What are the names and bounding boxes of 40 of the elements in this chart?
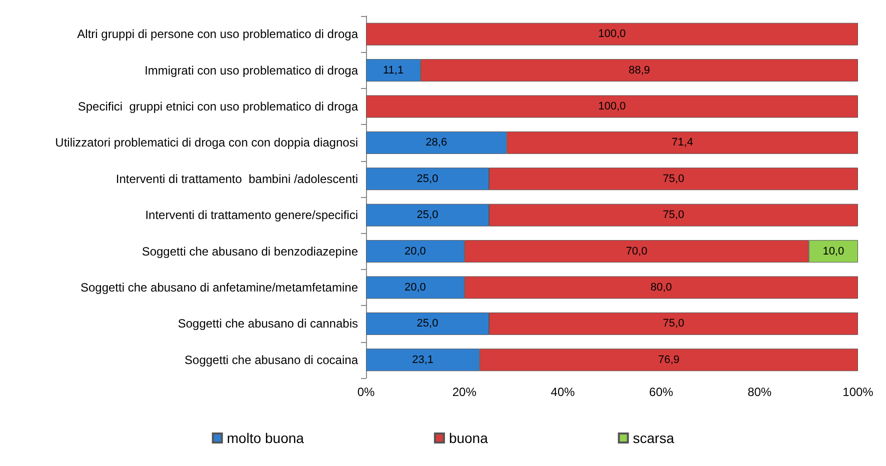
y-tick-label: Soggetti che abusano di anfetamine/metamfetamine <box>80 280 358 294</box>
data-label: 70,0 <box>626 245 648 258</box>
y-tick-label: Interventi di trattamento bambini /adolescenti <box>116 172 358 186</box>
legend-label: buona <box>448 430 488 446</box>
data-label: 75,0 <box>662 172 684 185</box>
x-tick-label: 100% <box>842 385 874 399</box>
data-label: 23,1 <box>412 354 434 366</box>
data-label: 20,0 <box>404 282 426 294</box>
data-label: 28,6 <box>426 136 448 149</box>
data-label: 88,9 <box>628 64 650 76</box>
y-tick-label: Interventi di trattamento genere/specifici <box>145 208 358 222</box>
data-label: 75,0 <box>662 209 684 222</box>
data-label: 25,0 <box>416 209 438 222</box>
x-tick-label: 0% <box>357 385 375 399</box>
x-tick-label: 20% <box>452 385 477 399</box>
y-tick-label: Soggetti che abusano di cocaina <box>184 352 358 367</box>
data-label: 10,0 <box>822 245 844 258</box>
legend-label: scarsa <box>632 430 674 446</box>
data-label: 71,4 <box>672 136 694 149</box>
data-label: 11,1 <box>383 64 404 76</box>
data-label: 20,0 <box>404 245 426 258</box>
bar <box>366 22 858 46</box>
y-tick-label: Specifici gruppi etnici con uso problematico di droga <box>78 100 358 114</box>
legend-label: molto buona <box>226 430 304 446</box>
x-tick-label: 80% <box>748 385 772 399</box>
data-label: 76,9 <box>658 354 680 366</box>
data-label: 80,0 <box>650 282 672 294</box>
y-tick-label: Utilizzatori problematici di droga con con doppia diagnosi <box>55 136 358 150</box>
data-label: 100,0 <box>598 28 626 40</box>
y-tick-label: Soggetti che abusano di cannabis <box>178 316 358 331</box>
data-label: 100,0 <box>598 100 626 112</box>
data-label: 25,0 <box>416 172 438 185</box>
y-tick-label: Altri gruppi di persone con uso problematico di droga <box>77 27 358 42</box>
y-tick-label: Immigrati con uso problematico di droga <box>144 63 358 78</box>
y-tick-label: Soggetti che abusano di benzodiazepine <box>142 244 358 258</box>
x-tick-label: 60% <box>649 385 674 399</box>
bar <box>366 95 858 118</box>
x-tick-label: 40% <box>550 385 576 399</box>
data-label: 25,0 <box>416 318 438 330</box>
data-label: 75,0 <box>662 318 684 330</box>
